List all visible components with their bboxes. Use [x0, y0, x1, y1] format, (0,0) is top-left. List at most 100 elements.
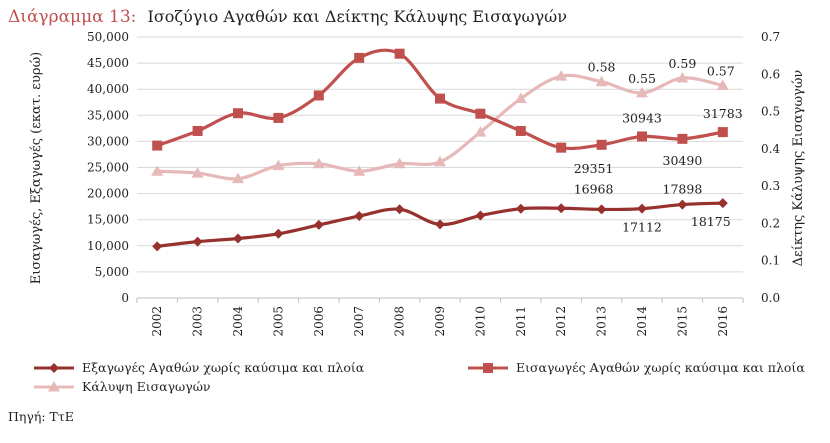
right-tick-label: 0.5: [761, 105, 780, 119]
x-tick-label: 2007: [352, 306, 366, 337]
series-markers: [151, 48, 729, 252]
x-tick-label: 2003: [191, 306, 205, 337]
legend-swatch-marker: [48, 381, 60, 392]
chart-title-prefix: Διάγραμμα 13:: [8, 7, 136, 27]
data-point: [192, 125, 203, 136]
data-label: 31783: [703, 106, 743, 121]
x-tick-label: 2004: [231, 306, 245, 337]
left-tick-label: 10,000: [87, 239, 129, 253]
data-point: [637, 203, 647, 214]
right-axis-ticks: 0.0 0.1 0.2 0.3 0.4 0.5 0.6 0.7: [761, 30, 780, 305]
data-label: 18175: [691, 214, 731, 229]
x-tick-label: 2013: [595, 306, 609, 337]
data-label: 0.59: [668, 56, 696, 71]
data-point: [596, 204, 607, 215]
x-tick-label: 2011: [514, 306, 528, 337]
data-point: [273, 112, 284, 123]
left-tick-label: 30,000: [87, 134, 129, 148]
left-axis-ticks: 0 5,000 10,000 15,000 20,000 25,000 30,000 35,0…: [87, 30, 129, 305]
data-point: [514, 92, 527, 104]
data-label: 16968: [574, 181, 614, 196]
left-tick-label: 35,000: [87, 108, 129, 122]
right-tick-label: 0.7: [761, 30, 780, 44]
data-point: [716, 79, 729, 90]
x-tick-label: 2005: [271, 306, 285, 337]
left-tick-label: 15,000: [87, 213, 129, 227]
data-point: [717, 198, 728, 209]
right-axis-title: Δείκτης Κάλυψης Εισαγωγών: [791, 70, 806, 267]
left-axis-title: Εισαγωγές, Εξαγωγές (εκατ. ευρώ): [29, 52, 44, 285]
x-tick-label: 2006: [312, 306, 326, 337]
data-label: 17898: [663, 182, 703, 197]
left-tick-label: 45,000: [87, 56, 129, 70]
x-tick-label: 2010: [473, 306, 487, 337]
data-point: [233, 108, 243, 119]
data-point: [312, 157, 325, 169]
data-point: [637, 131, 647, 142]
data-point: [515, 203, 526, 214]
data-point: [192, 236, 203, 247]
data-point: [393, 157, 406, 169]
right-tick-label: 0.6: [761, 67, 780, 81]
data-point: [354, 52, 365, 63]
data-point: [435, 219, 445, 230]
x-tick-label: 2008: [393, 306, 407, 337]
x-tick-label: 2016: [716, 306, 730, 337]
right-tick-label: 0.1: [761, 254, 780, 268]
data-point: [273, 228, 284, 239]
legend-label: Εισαγωγές Αγαθών χωρίς καύσιμα και πλοία: [516, 360, 805, 375]
data-point: [555, 70, 568, 81]
data-point: [272, 159, 285, 171]
legend-label: Εξαγωγές Αγαθών χωρίς καύσιμα και πλοία: [82, 360, 365, 375]
right-tick-label: 0.3: [761, 179, 780, 193]
data-label: 30943: [622, 110, 662, 125]
left-tick-label: 50,000: [87, 30, 129, 44]
data-point: [636, 86, 648, 98]
right-tick-label: 0.0: [761, 291, 780, 305]
axes: [136, 297, 744, 303]
data-label: 17112: [622, 220, 662, 235]
x-tick-label: 2009: [433, 306, 447, 337]
data-point: [475, 108, 486, 119]
data-label: 0.57: [707, 63, 735, 78]
data-point: [151, 165, 164, 176]
x-tick-label: 2014: [635, 306, 649, 337]
data-point: [556, 203, 567, 214]
data-point: [595, 75, 608, 87]
data-point: [434, 155, 446, 167]
data-point: [435, 93, 445, 104]
legend: Εξαγωγές Αγαθών χωρίς καύσιμα και πλοία Ε…: [34, 360, 805, 394]
data-point: [474, 126, 487, 137]
chart-title: Διάγραμμα 13: Ισοζύγιο Αγαθών και Δείκτη…: [8, 7, 567, 27]
data-point: [191, 167, 204, 178]
x-axis-ticks: 2002 2003 2004 2005 2006 2007 2008 2009 2010 2011…: [150, 306, 730, 337]
data-point: [152, 241, 163, 252]
x-tick-label: 2015: [675, 306, 689, 337]
data-point: [313, 90, 324, 101]
data-point: [515, 125, 526, 136]
data-point: [394, 204, 405, 215]
data-label: 0.58: [588, 60, 616, 75]
x-tick-label: 2002: [150, 306, 164, 337]
data-point: [677, 199, 688, 210]
source-note: Πηγή: ΤτΕ: [8, 409, 74, 424]
right-tick-label: 0.4: [761, 142, 780, 156]
chart-title-text: Ισοζύγιο Αγαθών και Δείκτης Κάλυψης Εισα…: [148, 7, 567, 26]
x-tick-label: 2012: [554, 306, 568, 337]
data-point: [233, 233, 243, 244]
data-label: 0.55: [628, 71, 656, 86]
left-tick-label: 5,000: [95, 265, 129, 279]
data-point: [394, 48, 405, 59]
data-point: [596, 139, 607, 150]
data-point: [717, 127, 728, 138]
data-label: 30490: [663, 153, 703, 168]
legend-swatch-marker: [483, 363, 493, 373]
data-labels: 0.58 0.55 0.59 0.57 30943 31783 29351 30490 1696…: [574, 56, 743, 235]
data-point: [677, 133, 688, 144]
data-point: [475, 210, 486, 221]
data-point: [353, 165, 366, 176]
left-tick-label: 40,000: [87, 82, 129, 96]
legend-swatch-marker: [49, 363, 59, 373]
data-point: [152, 140, 163, 151]
